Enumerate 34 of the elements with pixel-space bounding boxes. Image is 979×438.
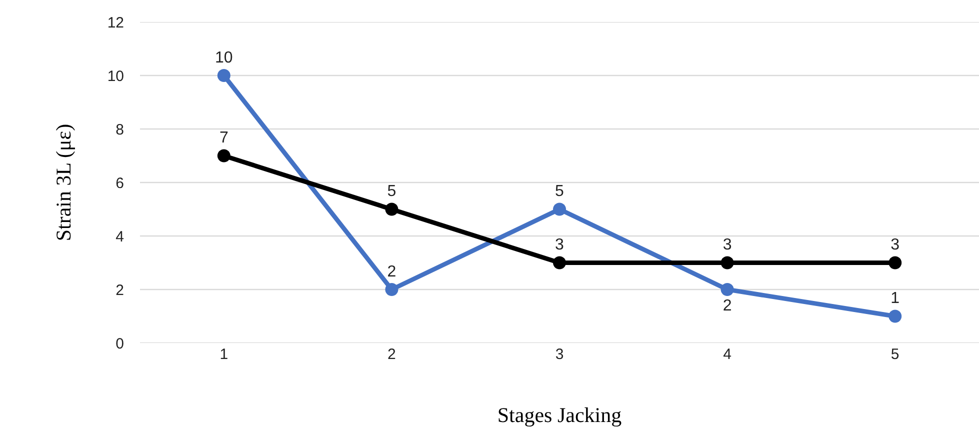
y-tick-label: 2	[116, 282, 124, 299]
point	[553, 202, 566, 216]
y-tick-label: 12	[107, 14, 124, 32]
y-tick-label: 0	[116, 335, 124, 352]
point	[553, 256, 566, 270]
y-tick-label: 8	[116, 121, 124, 138]
data-label: 3	[890, 236, 900, 254]
point	[217, 69, 230, 82]
x-tick-label: 1	[220, 346, 228, 363]
y-tick-label: 6	[116, 174, 124, 192]
x-tick-label: 2	[388, 346, 396, 363]
data-label: 1	[890, 290, 900, 308]
data-label: 5	[555, 183, 564, 200]
point	[720, 283, 734, 296]
point	[888, 310, 902, 323]
data-label: 3	[555, 236, 564, 254]
point	[385, 202, 398, 216]
x-axis-title: Stages Jacking	[497, 403, 622, 428]
point	[385, 283, 398, 296]
point	[217, 149, 230, 162]
data-label: 3	[722, 236, 732, 254]
data-label: 7	[219, 130, 228, 147]
x-tick-label: 4	[723, 346, 732, 363]
data-label: 10	[215, 49, 233, 66]
y-axis-title: Strain 3L (με)	[51, 124, 76, 242]
y-tick-label: 10	[107, 68, 124, 85]
data-label: 5	[387, 183, 396, 200]
x-tick-label: 5	[890, 346, 900, 363]
x-tick-label: 3	[555, 346, 564, 363]
y-tick-label: 4	[116, 228, 124, 246]
data-label: 2	[387, 263, 396, 280]
point	[888, 256, 902, 270]
point	[720, 256, 734, 270]
data-label: 2	[722, 298, 732, 315]
